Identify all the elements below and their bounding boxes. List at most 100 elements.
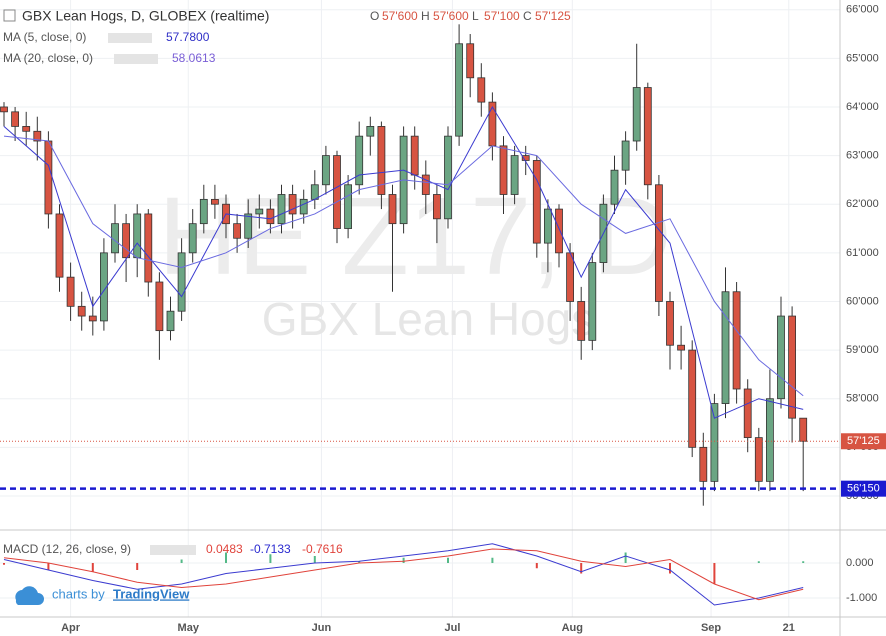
candle-body — [777, 315, 785, 400]
y-tick-label: 66'000 — [846, 4, 879, 16]
legend-label: MA (20, close, 0) — [3, 51, 93, 65]
candle-body — [144, 213, 153, 283]
symbol-icon[interactable] — [3, 9, 16, 22]
histogram-bar — [757, 561, 760, 563]
candle-body — [632, 87, 641, 142]
candle-body — [721, 291, 730, 404]
histogram-bar — [313, 556, 316, 563]
candle-body — [377, 126, 386, 195]
candle-body — [410, 135, 419, 176]
legend-buttons[interactable] — [150, 545, 196, 555]
candle-body — [555, 208, 563, 254]
candle-body — [655, 184, 663, 302]
plot — [0, 24, 840, 606]
histogram-bar — [3, 563, 5, 565]
candle-body — [610, 169, 619, 205]
histogram-bar — [180, 559, 183, 563]
x-tick-label: May — [178, 622, 200, 634]
candle-body — [444, 135, 452, 220]
candle-body — [188, 223, 197, 254]
candle-body — [0, 106, 8, 113]
legend-value: 57.7800 — [166, 30, 210, 44]
quote-value: 57'100 — [484, 9, 520, 23]
candle-body — [55, 213, 64, 278]
y-tick-label: 65'000 — [846, 52, 879, 64]
histogram-bar — [358, 561, 361, 563]
candle-body — [355, 135, 364, 186]
histogram-bar — [447, 557, 449, 563]
candle-body — [321, 155, 330, 186]
x-tick-label: Apr — [61, 622, 81, 634]
ma-line — [3, 105, 804, 419]
candle-body — [732, 291, 741, 390]
candle-body — [432, 194, 441, 220]
candle-body — [521, 155, 530, 161]
branding-prefix: charts by — [52, 586, 105, 601]
legend-label: MA (5, close, 0) — [3, 30, 86, 44]
candle-body — [22, 126, 31, 132]
candle-body — [133, 213, 142, 259]
candle-body — [766, 398, 774, 482]
candle-body — [255, 208, 264, 215]
candle-body — [688, 349, 697, 448]
x-tick-label: Aug — [562, 622, 583, 634]
histogram-bar — [402, 557, 405, 563]
histogram-bar — [491, 557, 494, 563]
y-tick-label: 64'000 — [846, 101, 879, 113]
macd-line — [3, 543, 804, 606]
x-tick-label: Sep — [701, 622, 721, 634]
indicator-title: MACD (12, 26, close, 9) — [3, 542, 131, 556]
grid — [0, 0, 840, 617]
candle-body — [310, 184, 319, 200]
candle-body — [388, 194, 397, 225]
histogram-bar — [91, 563, 94, 572]
logo-cloud — [15, 586, 44, 605]
candle-body — [710, 403, 719, 482]
branding-name[interactable]: TradingView — [113, 586, 190, 601]
candle-body — [677, 344, 685, 351]
histogram-bar — [269, 554, 272, 563]
last-price-label: 57'125 — [847, 435, 880, 447]
ma-line — [3, 135, 804, 397]
candle-body — [100, 252, 108, 322]
quote: O 57'600 H 57'600 L 57'100 C 57'125 — [370, 9, 571, 23]
candle-body — [266, 208, 275, 225]
y-tick-label: -1.000 — [846, 592, 877, 604]
y-tick-label: 58'000 — [846, 393, 879, 405]
watermark-name: GBX Lean Hogs — [262, 293, 594, 345]
histogram-bar — [669, 563, 671, 574]
quote-key: H — [421, 9, 430, 23]
legend-buttons[interactable] — [108, 33, 152, 43]
y-tick-label: 63'000 — [846, 150, 879, 162]
candle-body — [44, 140, 53, 215]
candle-body — [488, 101, 497, 147]
candle-body — [577, 301, 586, 341]
histogram-bar — [535, 563, 538, 569]
histogram-bar — [802, 561, 805, 563]
legend-buttons[interactable] — [114, 54, 158, 64]
y-tick-label: 62'000 — [846, 198, 879, 210]
quote-key: L — [472, 9, 479, 23]
candle-body — [11, 111, 20, 127]
histogram-bar — [136, 563, 139, 570]
candle-body — [199, 198, 208, 225]
indicator-value: -0.7133 — [250, 542, 291, 556]
candle-body — [233, 223, 242, 239]
indicator-value: 0.0483 — [206, 542, 243, 556]
branding[interactable]: charts by TradingView — [15, 586, 190, 605]
candle-body — [477, 77, 486, 103]
candle-body — [666, 301, 674, 346]
candle-body — [455, 43, 464, 137]
candle-body — [743, 388, 752, 439]
candle-body — [333, 155, 341, 229]
chart-title: GBX Lean Hogs, D, GLOBEX (realtime) — [22, 8, 269, 24]
histogram-bar — [580, 563, 583, 574]
quote-key: C — [523, 9, 532, 23]
candle-body — [277, 194, 286, 225]
hline-badge — [841, 480, 886, 497]
candle-body — [177, 252, 186, 312]
x-tick-label: Jun — [312, 622, 332, 634]
candle-body — [288, 194, 297, 215]
candle-body — [466, 43, 475, 79]
